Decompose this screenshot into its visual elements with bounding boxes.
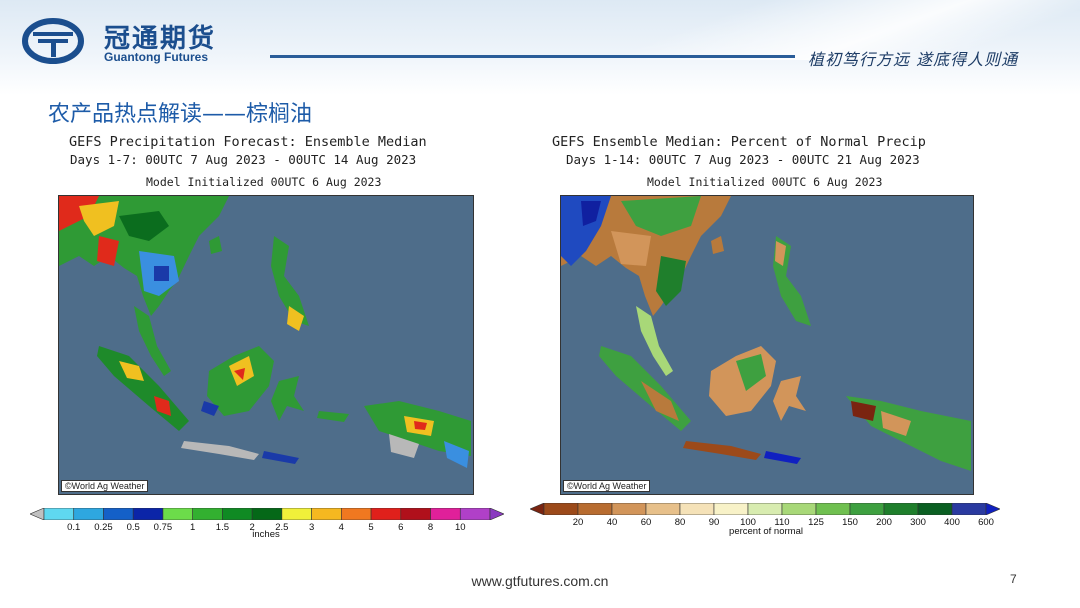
- colorbar-tick-label: 0.75: [153, 522, 173, 533]
- colorbar-cell: [849, 503, 885, 515]
- colorbar-cell: [370, 508, 402, 520]
- right-percent-map: ©World Ag Weather: [560, 195, 974, 495]
- colorbar-cell: [611, 503, 647, 515]
- colorbar-cell: [577, 503, 613, 515]
- right-colorbar-unit: percent of normal: [729, 526, 803, 537]
- colorbar-cell: [679, 503, 715, 515]
- colorbar-tick-label: 0.5: [126, 522, 140, 533]
- colorbar-tick-label: 20: [572, 517, 584, 528]
- colorbar-cell: [103, 508, 134, 520]
- colorbar-tick-label: 4: [338, 522, 344, 533]
- colorbar-cell: [192, 508, 223, 520]
- colorbar-cell: [132, 508, 164, 520]
- colorbar-cell: [222, 508, 253, 520]
- colorbar-cell: [747, 503, 783, 515]
- left-map-credit: ©World Ag Weather: [61, 480, 149, 492]
- colorbar-cell: [43, 508, 75, 520]
- left-map-init: Model Initialized 00UTC 6 Aug 2023: [146, 175, 382, 189]
- right-map-subtitle: Days 1-14: 00UTC 7 Aug 2023 - 00UTC 21 A…: [566, 152, 920, 167]
- header-swoosh: [560, 0, 1080, 60]
- colorbar-tick-label: 1.5: [215, 522, 229, 533]
- colorbar-tick-label: 100: [740, 517, 756, 528]
- colorbar-tick-label: 40: [606, 517, 618, 528]
- page-number: 7: [1010, 572, 1017, 586]
- colorbar-cell: [815, 503, 851, 515]
- colorbar-cell: [917, 503, 953, 515]
- colorbar-tick-label: 6: [398, 522, 404, 533]
- right-map-title: GEFS Ensemble Median: Percent of Normal …: [552, 134, 926, 150]
- right-colorbar: [530, 503, 1000, 515]
- colorbar-arrow-low: [530, 503, 545, 515]
- left-precip-map: ©World Ag Weather: [58, 195, 474, 495]
- guantong-logo-icon: [22, 18, 84, 64]
- colorbar-tick-label: 60: [640, 517, 652, 528]
- colorbar-cell: [251, 508, 283, 520]
- header-divider: [270, 55, 795, 58]
- colorbar-tick-label: 90: [708, 517, 720, 528]
- colorbar-tick-label: 1: [190, 522, 196, 533]
- colorbar-tick-label: 3: [308, 522, 315, 533]
- logo-text-en: Guantong Futures: [104, 50, 208, 64]
- right-map-drawing: [561, 196, 971, 471]
- left-map-subtitle: Days 1-7: 00UTC 7 Aug 2023 - 00UTC 14 Au…: [70, 152, 417, 167]
- right-map-init: Model Initialized 00UTC 6 Aug 2023: [647, 175, 883, 189]
- colorbar-cell: [713, 503, 749, 515]
- colorbar-arrow-high: [489, 508, 504, 520]
- colorbar-cell: [73, 508, 104, 520]
- footer-url: www.gtfutures.com.cn: [471, 573, 609, 589]
- colorbar-cell: [645, 503, 681, 515]
- left-map-drawing: [59, 196, 471, 468]
- colorbar-cell: [459, 508, 491, 520]
- colorbar-tick-label: 8: [427, 522, 434, 533]
- colorbar-tick-label: 0.25: [94, 522, 113, 533]
- colorbar-cell: [951, 503, 987, 515]
- colorbar-cell: [430, 508, 461, 520]
- colorbar-tick-label: 200: [876, 517, 892, 528]
- right-map-credit: ©World Ag Weather: [563, 480, 651, 492]
- colorbar-tick-label: 110: [774, 517, 790, 528]
- colorbar-cell: [311, 508, 342, 520]
- colorbar-tick-label: 0.1: [67, 522, 81, 533]
- colorbar-cell: [341, 508, 372, 520]
- colorbar-tick-label: 125: [808, 517, 824, 528]
- colorbar-arrow-low: [30, 508, 45, 520]
- colorbar-tick-label: 2: [249, 522, 255, 533]
- colorbar-tick-label: 400: [944, 517, 960, 528]
- left-colorbar: [30, 508, 504, 520]
- colorbar-cell: [400, 508, 431, 520]
- colorbar-cell: [281, 508, 312, 520]
- colorbar-cell: [883, 503, 919, 515]
- header-slogan: 植初笃行方远 遂底得人则通: [808, 50, 1019, 69]
- colorbar-tick-label: 5: [368, 522, 374, 533]
- colorbar-tick-label: 150: [842, 517, 858, 528]
- colorbar-tick-label: 300: [910, 517, 926, 528]
- logo-text-cn: 冠通期货: [104, 24, 217, 54]
- colorbar-tick-label: 80: [674, 517, 686, 528]
- colorbar-tick-label: 2.5: [275, 522, 289, 533]
- left-map-title: GEFS Precipitation Forecast: Ensemble Me…: [69, 134, 427, 150]
- colorbar-cell: [543, 503, 579, 515]
- colorbar-tick-label: 10: [454, 522, 466, 533]
- colorbar-cell: [781, 503, 817, 515]
- left-colorbar-unit: inches: [252, 529, 280, 540]
- colorbar-tick-label: 600: [978, 517, 994, 528]
- colorbar-arrow-high: [985, 503, 1000, 515]
- section-title: 农产品热点解读——棕榈油: [48, 102, 313, 127]
- colorbar-cell: [162, 508, 193, 520]
